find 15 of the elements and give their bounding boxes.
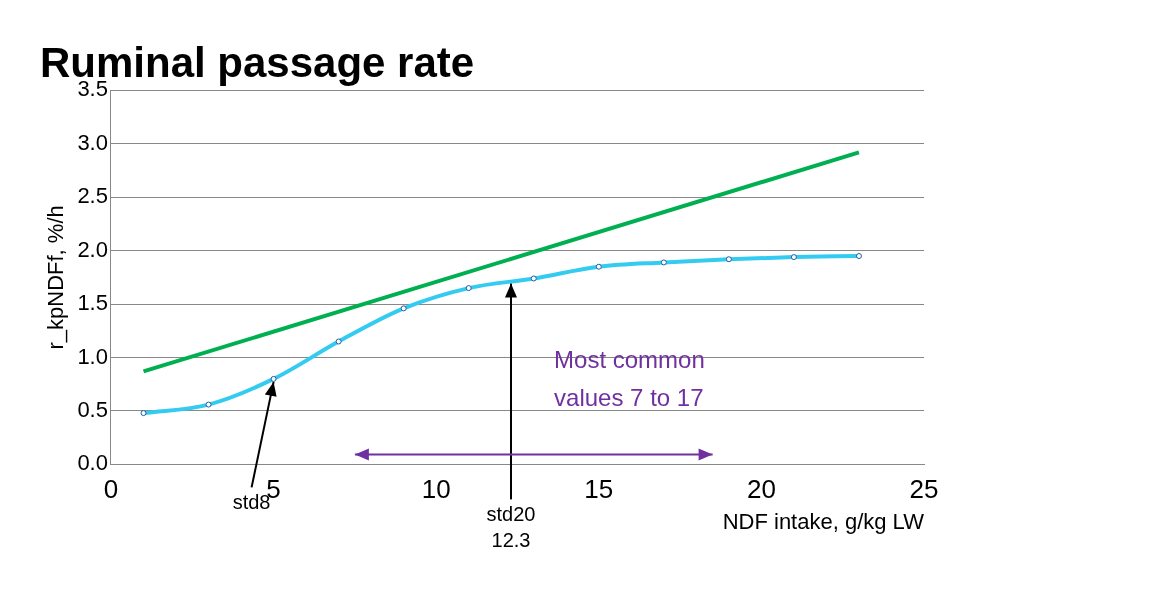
x-axis-title: NDF intake, g/kg LW (722, 508, 925, 534)
y-axis-title: r_kpNDFf, %/h (43, 205, 69, 350)
annotation: std20 12.3 (486, 503, 536, 552)
y-tick-label: 1.5 (77, 290, 108, 316)
y-tick-label: 3.0 (77, 129, 108, 155)
y-tick-label: 2.5 (77, 183, 108, 209)
x-tick-label: 15 (584, 474, 614, 505)
y-tick-label: 0.0 (77, 450, 108, 476)
x-tick-label: 20 (746, 474, 776, 505)
y-tick-label: 2.0 (77, 236, 108, 262)
x-tick-label: 10 (421, 474, 451, 505)
x-tick-label: 0 (103, 474, 119, 505)
x-tick-label: 25 (909, 474, 939, 505)
y-tick-label: 1.0 (77, 343, 108, 369)
y-tick-label: 0.5 (77, 397, 108, 423)
